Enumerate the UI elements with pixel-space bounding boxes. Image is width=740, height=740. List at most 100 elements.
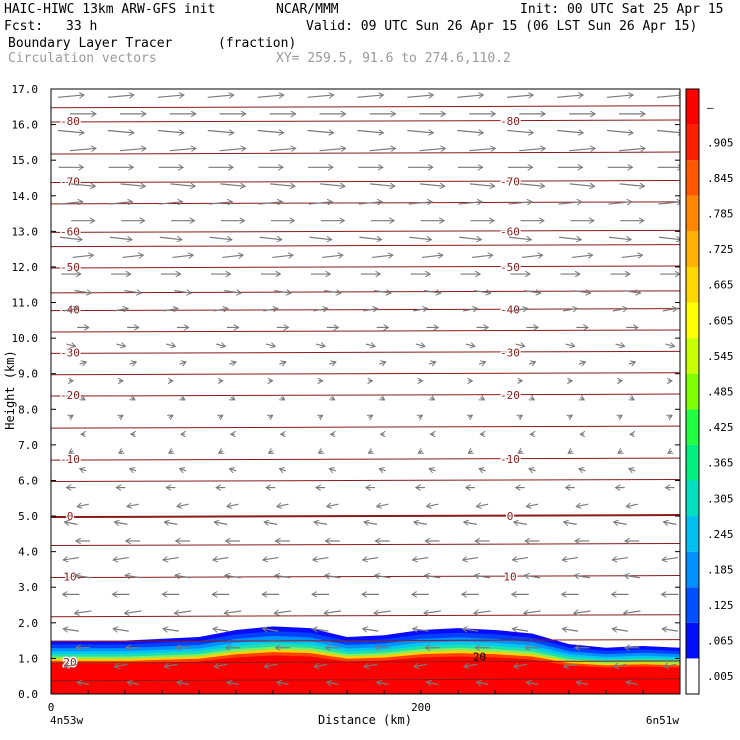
wind-vector bbox=[418, 451, 422, 454]
isotherm-label: -20 bbox=[60, 389, 80, 402]
colorbar-swatch bbox=[686, 195, 699, 232]
wind-vector bbox=[314, 522, 328, 524]
wind-vector bbox=[258, 202, 282, 204]
wind-vector bbox=[309, 237, 332, 239]
wind-vector bbox=[219, 451, 223, 454]
wind-vector bbox=[508, 202, 532, 204]
wind-vector bbox=[379, 469, 386, 471]
isotherm-line bbox=[51, 350, 680, 354]
wind-vector bbox=[214, 522, 228, 524]
y-tick-label: 16.0 bbox=[12, 119, 39, 132]
isotherm-line bbox=[51, 660, 680, 664]
wind-vector bbox=[322, 255, 343, 257]
wind-vector bbox=[107, 131, 134, 133]
wind-vector bbox=[166, 344, 175, 346]
wind-vector bbox=[263, 629, 279, 631]
y-tick-label: 2.0 bbox=[18, 617, 38, 630]
wind-vector bbox=[513, 308, 527, 310]
wind-vector bbox=[65, 664, 78, 666]
wind-vector bbox=[507, 95, 533, 97]
wind-vector bbox=[324, 611, 342, 613]
wind-vector bbox=[562, 629, 579, 631]
wind-vector bbox=[116, 344, 125, 346]
wind-vector bbox=[269, 148, 296, 150]
wind-vector bbox=[77, 682, 89, 684]
isotherm-label: -30 bbox=[60, 346, 80, 359]
isotherm-label: -40 bbox=[500, 304, 520, 317]
wind-vector bbox=[478, 362, 486, 364]
colorbar-label: – bbox=[707, 101, 714, 114]
wind-vector bbox=[465, 344, 475, 346]
wind-vector bbox=[119, 148, 146, 150]
wind-vector bbox=[626, 682, 639, 684]
wind-vector bbox=[107, 95, 134, 97]
wind-vector bbox=[113, 308, 128, 310]
wind-vector bbox=[372, 255, 393, 257]
wind-vector bbox=[157, 95, 184, 97]
wind-vector bbox=[370, 184, 395, 186]
colorbar-swatch bbox=[686, 373, 699, 410]
colorbar-label: .665 bbox=[707, 279, 734, 292]
wind-vector bbox=[457, 95, 483, 97]
y-tick-label: 7.0 bbox=[18, 439, 38, 452]
colorbar-label: .005 bbox=[707, 670, 734, 683]
wind-vector bbox=[59, 237, 82, 239]
isotherm-line bbox=[51, 180, 680, 184]
wind-vector bbox=[473, 291, 491, 293]
wind-vector bbox=[619, 184, 645, 186]
wind-vector bbox=[662, 308, 677, 310]
x-start-label: 4n53w bbox=[50, 714, 83, 727]
colorbar-swatch bbox=[686, 124, 699, 161]
wind-vector bbox=[75, 611, 92, 613]
wind-vector bbox=[658, 202, 680, 204]
wind-vector bbox=[421, 255, 443, 257]
isotherm-label: 10 bbox=[503, 571, 516, 584]
wind-vector bbox=[277, 682, 289, 684]
wind-vector bbox=[119, 451, 123, 454]
wind-vector bbox=[257, 131, 284, 133]
colorbar-frame bbox=[685, 88, 700, 695]
wind-vector bbox=[512, 629, 529, 631]
y-tick-label: 6.0 bbox=[18, 474, 38, 487]
wind-vector bbox=[213, 558, 229, 560]
wind-vector bbox=[375, 575, 391, 577]
wind-vector bbox=[626, 504, 639, 506]
wind-vector bbox=[424, 611, 441, 613]
org-label: NCAR/MMM bbox=[276, 2, 339, 17]
wind-vector bbox=[175, 575, 191, 577]
wind-vector bbox=[468, 414, 472, 417]
isotherm-label: -60 bbox=[60, 225, 80, 238]
wind-vector bbox=[159, 237, 182, 239]
wind-vector bbox=[363, 558, 379, 560]
colorbar-label: .725 bbox=[707, 243, 734, 256]
plot-area: -80 -80-70 -70-60 -60-50 -50-40 -40-30 -30-20-… bbox=[51, 95, 680, 694]
wind-vector bbox=[269, 414, 273, 417]
wind-vector bbox=[114, 664, 128, 666]
isotherm-line bbox=[51, 329, 680, 333]
wind-vector bbox=[480, 397, 484, 401]
wind-vector bbox=[170, 184, 195, 186]
wind-vector bbox=[63, 629, 79, 631]
wind-vector bbox=[80, 469, 87, 471]
wind-vector bbox=[319, 451, 323, 454]
y-tick-label: 10.0 bbox=[12, 332, 39, 345]
wind-vector bbox=[327, 682, 339, 684]
valid-time: Valid: 09 UTC Sun 26 Apr 15 (06 LST Sun … bbox=[306, 19, 698, 34]
isotherm-label: -80 bbox=[60, 115, 80, 128]
wind-vector bbox=[629, 469, 636, 471]
wind-vector bbox=[619, 148, 645, 150]
wind-vector bbox=[329, 362, 336, 364]
wind-vector bbox=[207, 131, 234, 133]
wind-vector bbox=[413, 629, 429, 631]
wind-vector bbox=[574, 611, 591, 613]
isotherm-line bbox=[51, 151, 680, 155]
wind-vector bbox=[363, 308, 377, 310]
y-tick-label: 4.0 bbox=[18, 546, 38, 559]
wind-vector bbox=[364, 522, 378, 524]
wind-vector bbox=[507, 131, 533, 133]
wind-vector bbox=[413, 308, 427, 310]
wind-vector bbox=[109, 202, 132, 204]
wind-vector bbox=[423, 291, 441, 293]
wind-vector bbox=[363, 629, 379, 631]
wind-vector bbox=[562, 308, 577, 310]
